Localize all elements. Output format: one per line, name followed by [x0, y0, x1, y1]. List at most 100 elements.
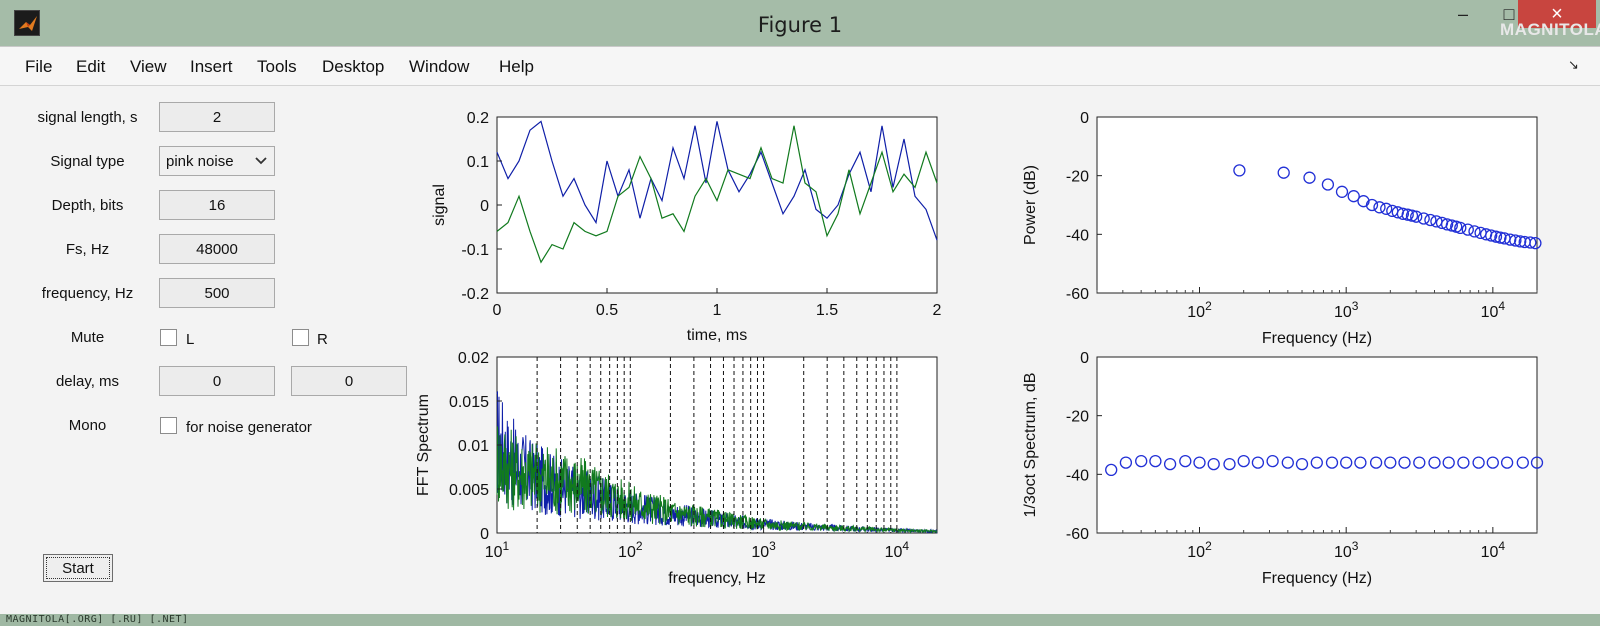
data-point	[1410, 210, 1423, 223]
menu-edit[interactable]: Edit	[76, 57, 106, 76]
data-point	[1373, 201, 1386, 214]
data-point	[1347, 190, 1360, 203]
data-point	[1428, 456, 1441, 469]
window-title: Figure 1	[757, 13, 843, 37]
menu-help[interactable]: Help	[499, 57, 534, 76]
y-tick-label: 0	[1080, 110, 1089, 127]
signal-type-select[interactable]: pink noise	[159, 146, 275, 176]
mute-left-label: L	[186, 331, 195, 348]
title-bar: Figure 1 – □ × MAGNITOLA	[0, 0, 1600, 46]
data-point	[1303, 171, 1316, 184]
menu-insert[interactable]: Insert	[190, 57, 233, 76]
x-tick-label: 104	[1481, 299, 1506, 321]
data-point	[1310, 456, 1323, 469]
data-point	[1277, 166, 1290, 179]
menu-file[interactable]: File	[25, 57, 53, 76]
menu-window[interactable]: Window	[409, 57, 470, 76]
x-tick-label: 102	[1187, 299, 1212, 321]
y-axis-label: Power (dB)	[1022, 165, 1039, 245]
data-point	[1424, 213, 1437, 227]
data-point	[1472, 456, 1485, 469]
data-point	[1335, 185, 1349, 198]
y-tick-label: 0	[480, 526, 489, 543]
data-point	[1281, 456, 1294, 469]
mute-left-checkbox[interactable]	[160, 329, 177, 346]
y-tick-label: -40	[1066, 467, 1089, 484]
data-point	[1325, 456, 1339, 469]
data-point	[1321, 178, 1335, 191]
watermark: MAGNITOLA	[1500, 20, 1600, 39]
dock-arrow-icon[interactable]: ↘	[1568, 57, 1579, 72]
signal-length-input[interactable]: 2	[159, 102, 275, 132]
data-point	[1514, 235, 1527, 248]
data-point	[1454, 221, 1467, 235]
power-plot[interactable]: 102 103 104 0 -20 -40 -60 Frequency (Hz) Power (…	[1000, 100, 1560, 355]
x-tick-label: 1	[713, 302, 722, 319]
data-point	[1233, 164, 1246, 177]
menu-tools[interactable]: Tools	[257, 57, 297, 76]
plot-axes-box	[496, 116, 938, 294]
data-point	[1398, 456, 1411, 469]
minimize-button[interactable]: –	[1457, 3, 1468, 24]
data-point	[1340, 456, 1353, 469]
x-tick-label: 102	[1187, 539, 1212, 561]
mute-right-label: R	[317, 331, 328, 348]
frequency-input[interactable]: 500	[159, 278, 275, 308]
menu-bar: File Edit View Insert Tools Desktop Wind…	[0, 46, 1600, 86]
y-tick-label: -40	[1066, 227, 1089, 244]
menu-view[interactable]: View	[130, 57, 167, 76]
y-tick-label: 0.1	[467, 154, 489, 171]
plot-axes-box	[1096, 116, 1538, 294]
mono-option-label: for noise generator	[186, 419, 312, 436]
y-tick-label: 0.2	[467, 110, 489, 127]
depth-input[interactable]: 16	[159, 190, 275, 220]
signal-type-value: pink noise	[166, 152, 234, 170]
x-axis-label: Frequency (Hz)	[1262, 570, 1372, 587]
data-point	[1369, 456, 1383, 469]
maximize-button[interactable]: □	[1503, 3, 1515, 24]
mute-right-checkbox[interactable]	[292, 329, 309, 346]
delay-left-input[interactable]: 0	[159, 366, 275, 396]
x-axis-label: Frequency (Hz)	[1262, 330, 1372, 347]
y-axis-label: signal	[431, 184, 448, 226]
y-tick-label: -0.2	[461, 286, 489, 303]
data-point	[1401, 208, 1414, 221]
plot-axes-box	[1096, 356, 1538, 534]
y-tick-label: -0.1	[461, 242, 489, 259]
signal-series-blue	[496, 120, 938, 241]
data-point	[1251, 456, 1265, 469]
signal-series-green	[496, 125, 938, 264]
data-point	[1163, 457, 1177, 471]
data-point	[1193, 456, 1206, 469]
fft-spectrum-plot[interactable]: 101 102 103 104 0.02 0.015 0.01 0.005 0 frequency…	[400, 340, 960, 595]
chevron-down-icon	[255, 157, 267, 165]
third-octave-plot[interactable]: 102 103 104 0 -20 -40 -60 Frequency (Hz) 1/3oct …	[1000, 340, 1560, 595]
start-button[interactable]: Start	[43, 554, 113, 582]
delay-right-input[interactable]: 0	[291, 366, 407, 396]
data-point	[1530, 456, 1544, 469]
x-tick-label: 101	[485, 539, 510, 561]
x-tick-label: 102	[618, 539, 643, 561]
x-tick-label: 2	[933, 302, 942, 319]
data-point	[1509, 234, 1522, 247]
fs-input[interactable]: 48000	[159, 234, 275, 264]
x-tick-label: 0.5	[596, 302, 618, 319]
data-point	[1461, 223, 1474, 236]
data-point	[1357, 195, 1370, 208]
y-tick-label: -60	[1066, 526, 1089, 543]
data-point	[1223, 457, 1236, 471]
data-point	[1489, 230, 1503, 243]
menu-desktop[interactable]: Desktop	[322, 57, 385, 76]
y-tick-label: 0.015	[449, 394, 489, 411]
signal-plot[interactable]: 0 0.5 1 1.5 2 0.2 0.1 0 -0.1 -0.2 time, ms signal	[400, 100, 960, 355]
data-point	[1457, 456, 1470, 469]
mono-checkbox[interactable]	[160, 417, 177, 434]
data-point	[1135, 454, 1148, 468]
delay-label: delay, ms	[55, 373, 120, 390]
x-tick-label: 1.5	[816, 302, 838, 319]
data-point	[1494, 231, 1507, 244]
x-tick-label: 0	[493, 302, 502, 319]
frequency-label: frequency, Hz	[41, 285, 134, 302]
close-button[interactable]: ×	[1518, 0, 1596, 28]
data-point	[1529, 236, 1542, 250]
